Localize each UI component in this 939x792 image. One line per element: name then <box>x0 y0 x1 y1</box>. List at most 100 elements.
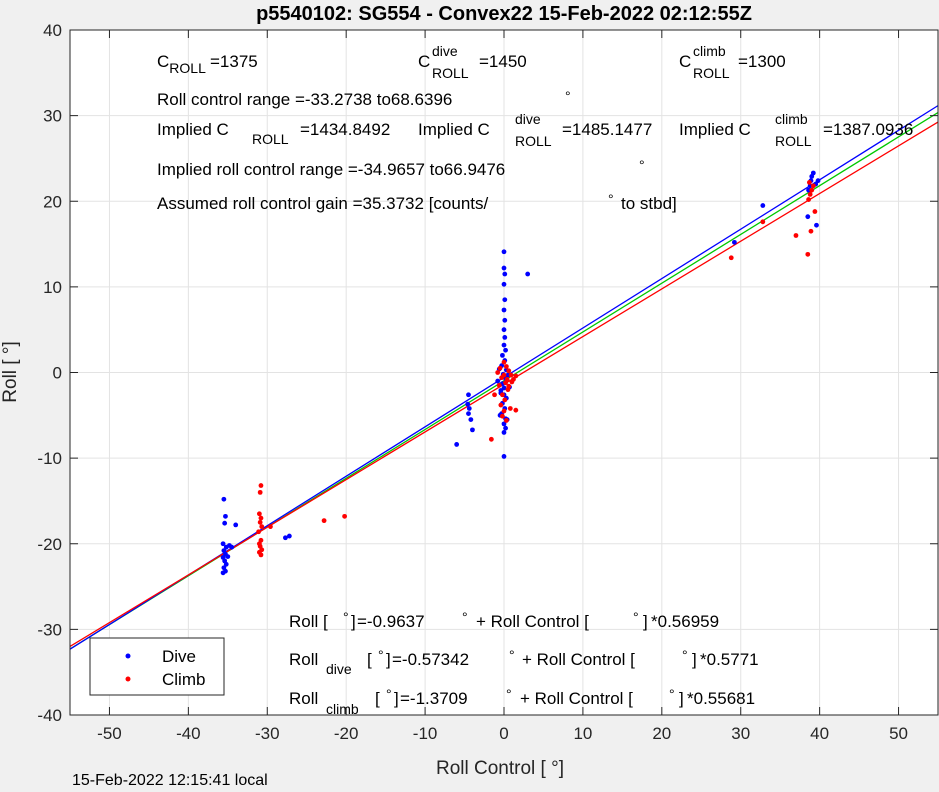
degree-symbol: ° <box>509 647 515 663</box>
legend: Dive Climb <box>89 637 225 696</box>
fit-climb-slope: *0.55681 <box>687 689 755 708</box>
data-point-climb <box>810 183 816 189</box>
data-point-climb <box>256 529 261 535</box>
fit-climb-bracket: [ <box>375 689 380 708</box>
data-point-climb <box>805 251 811 257</box>
data-point-climb <box>806 180 812 185</box>
data-point-climb <box>501 408 507 414</box>
data-point-climb <box>321 518 327 524</box>
implied-c-roll-dive-value: =1485.1477 <box>562 120 652 139</box>
degree-symbol: ° <box>565 88 571 104</box>
data-point-climb <box>257 519 263 525</box>
legend-marker-dive <box>125 653 131 659</box>
x-tick-label: 10 <box>573 724 592 743</box>
fit-climb-label: Roll <box>289 689 318 708</box>
data-point-climb <box>808 228 814 234</box>
x-tick-label: 40 <box>810 724 829 743</box>
x-tick-label: 30 <box>731 724 750 743</box>
data-point-dive <box>502 334 508 340</box>
implied-c-roll-dive-label: Implied C <box>418 120 490 139</box>
implied-dive-sub: ROLL <box>515 133 552 149</box>
chart-title: p5540102: SG554 - Convex22 15-Feb-2022 0… <box>256 3 752 25</box>
degree-symbol: ° <box>378 647 384 663</box>
c-roll-climb-sup: climb <box>693 43 726 59</box>
data-point-dive <box>525 271 531 277</box>
c-roll-dive-label: C <box>418 52 430 71</box>
data-point-dive <box>220 541 226 547</box>
data-point-dive <box>805 214 811 220</box>
implied-c-roll-climb-label: Implied C <box>679 120 751 139</box>
data-point-dive <box>501 430 507 435</box>
data-point-climb <box>502 397 508 403</box>
data-point-climb <box>258 483 264 488</box>
fit-climb-mid: + Roll Control [ <box>520 689 633 708</box>
data-point-dive <box>502 271 508 277</box>
data-point-dive <box>454 442 460 447</box>
degree-symbol: ° <box>386 686 392 702</box>
fit-all-mid: + Roll Control [ <box>476 612 589 631</box>
coefficients: CROLL =1375 C dive ROLL =1450 C climb RO… <box>157 43 913 213</box>
data-point-dive <box>501 281 507 287</box>
y-tick-label: 20 <box>43 192 62 211</box>
fit-climb-sub: climb <box>326 701 359 717</box>
fit-climb-bracket: ] <box>394 689 399 708</box>
fit-all-bracket: ] <box>351 612 356 631</box>
data-point-climb <box>258 552 264 558</box>
fit-dive-slope: *0.5771 <box>700 650 759 669</box>
roll-control-range: Roll control range =-33.2738 to68.6396 <box>157 90 452 109</box>
degree-symbol: ° <box>639 157 645 173</box>
data-point-dive <box>810 170 816 176</box>
data-point-climb <box>806 197 811 202</box>
x-tick-label: 0 <box>499 724 508 743</box>
y-tick-label: 40 <box>43 21 62 40</box>
data-point-climb <box>809 187 815 193</box>
data-point-dive <box>501 249 507 255</box>
data-point-dive <box>814 222 819 228</box>
data-point-dive <box>503 425 508 431</box>
data-point-dive <box>221 496 227 502</box>
data-point-dive <box>502 317 508 323</box>
data-point-climb <box>492 392 497 398</box>
y-tick-label: -40 <box>37 706 62 725</box>
data-point-dive <box>283 535 288 541</box>
fit-all-intercept: =-0.9637 <box>357 612 425 631</box>
fit-dive-intercept: =-0.57342 <box>392 650 469 669</box>
data-point-dive <box>225 554 231 559</box>
legend-label-climb: Climb <box>162 670 205 689</box>
data-point-dive <box>501 307 507 313</box>
data-point-dive <box>501 421 507 427</box>
data-point-climb <box>812 209 818 214</box>
data-point-climb <box>503 418 509 423</box>
degree-symbol: ° <box>669 686 675 702</box>
axis-ticks: -50 -40 -30 -20 -10 0 10 20 30 40 50 -40 -30 -20 -10 0 1… <box>37 21 938 743</box>
c-roll-climb-label: C <box>679 52 691 71</box>
fit-equations: Roll [ ° ] =-0.9637 ° + Roll Control [ °… <box>289 609 759 717</box>
implied-climb-sub: ROLL <box>775 133 812 149</box>
c-roll-climb-sub: ROLL <box>693 65 730 81</box>
fit-dive-bracket: ] <box>386 650 391 669</box>
c-roll-dive-value: =1450 <box>479 52 527 71</box>
x-tick-label: -30 <box>255 724 280 743</box>
data-point-climb <box>509 379 515 385</box>
degree-symbol: ° <box>633 609 639 625</box>
degree-symbol: ° <box>343 609 349 625</box>
data-point-climb <box>500 392 505 398</box>
data-point-climb <box>498 402 504 408</box>
data-point-dive <box>732 239 737 245</box>
x-tick-label: 50 <box>889 724 908 743</box>
data-point-climb <box>793 233 799 238</box>
data-point-dive <box>503 347 508 353</box>
data-point-climb <box>507 406 513 411</box>
implied-c-roll-value: =1434.8492 <box>300 120 390 139</box>
gain-unit: to stbd] <box>621 194 677 213</box>
degree-symbol: ° <box>462 609 468 625</box>
implied-c-roll-label: Implied C <box>157 120 229 139</box>
data-point-climb <box>496 382 502 388</box>
fit-dive-sub: dive <box>326 661 352 677</box>
data-point-dive <box>502 297 508 303</box>
data-point-dive <box>501 342 507 348</box>
data-point-climb <box>497 365 503 371</box>
data-point-climb <box>506 368 512 374</box>
legend-marker-climb <box>125 676 131 682</box>
